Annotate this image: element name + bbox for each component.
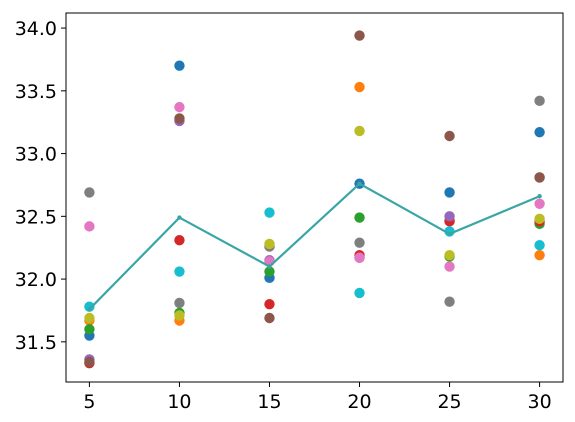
- plot-layer: [84, 30, 545, 369]
- mean-line-marker: [447, 231, 452, 237]
- data-point: [174, 60, 185, 71]
- data-point: [444, 250, 455, 261]
- data-point: [534, 127, 545, 138]
- plot-frame: [65, 12, 564, 383]
- data-point: [174, 113, 185, 124]
- data-point: [84, 324, 95, 335]
- x-tick-label: 10: [167, 391, 191, 413]
- y-tick-label: 34.0: [15, 18, 57, 40]
- data-point: [444, 261, 455, 272]
- y-tick-label: 32.0: [15, 269, 57, 291]
- data-point: [174, 101, 185, 113]
- axes-layer: 5 10 15 20 25 30 31.5 32.0 32.5 33.0 33.5 34.0: [15, 18, 552, 413]
- data-point: [354, 212, 365, 223]
- data-point: [264, 207, 275, 218]
- mean-line-marker: [87, 307, 92, 312]
- data-point: [444, 211, 455, 222]
- x-tick-label: 25: [437, 391, 461, 413]
- mean-line-marker: [177, 215, 182, 220]
- data-point: [354, 237, 365, 248]
- y-tick-label: 32.5: [15, 206, 57, 228]
- x-tick-label: 30: [527, 391, 551, 413]
- data-point: [174, 234, 185, 246]
- data-point: [264, 312, 275, 324]
- data-point: [534, 239, 545, 251]
- data-point: [354, 30, 365, 41]
- data-point: [354, 252, 365, 263]
- data-point: [444, 130, 455, 142]
- data-point: [264, 266, 275, 277]
- data-point: [174, 297, 185, 309]
- mean-line: [88, 182, 541, 310]
- data-point: [264, 238, 275, 250]
- data-point: [534, 213, 545, 225]
- mean-line-marker: [267, 264, 272, 269]
- x-tick-label: 5: [83, 391, 95, 413]
- data-point: [534, 95, 545, 107]
- data-point: [84, 356, 95, 368]
- data-point: [444, 296, 455, 307]
- data-point: [534, 198, 545, 209]
- data-point: [534, 172, 545, 183]
- data-point: [444, 187, 455, 198]
- data-point: [84, 187, 95, 198]
- data-point: [84, 301, 95, 312]
- data-point: [354, 287, 365, 299]
- x-tick-label: 20: [347, 391, 371, 413]
- data-point: [264, 298, 275, 310]
- mean-line-marker: [537, 194, 542, 199]
- data-point: [84, 221, 95, 232]
- y-tick-label: 31.5: [15, 332, 57, 354]
- data-point: [84, 312, 95, 324]
- data-point: [174, 310, 185, 321]
- data-point: [354, 125, 365, 137]
- data-point: [534, 250, 545, 261]
- y-tick-label: 33.5: [15, 81, 57, 103]
- data-point: [354, 81, 365, 93]
- x-tick-label: 15: [257, 391, 281, 413]
- y-tick-label: 33.0: [15, 144, 57, 166]
- mean-line-marker: [357, 181, 362, 186]
- data-point: [174, 266, 185, 277]
